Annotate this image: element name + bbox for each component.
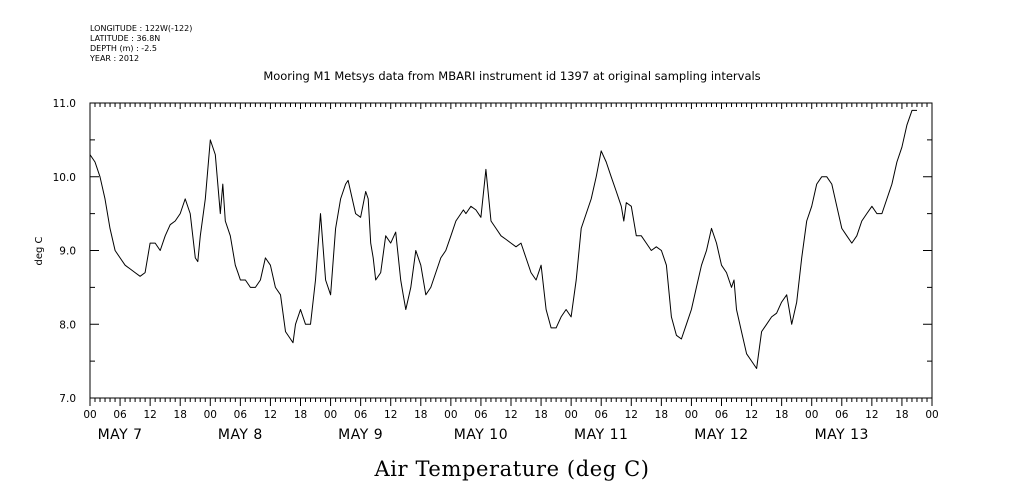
x-tick-label: 00 (805, 409, 818, 421)
x-tick-label: 18 (534, 409, 547, 421)
x-tick-label: 12 (745, 409, 758, 421)
x-axis-ticks (89, 103, 933, 406)
x-tick-label: 06 (595, 409, 609, 421)
air-temperature-series-line (89, 109, 917, 369)
x-tick-label: 00 (925, 409, 938, 421)
x-axis-tick-labels: 00 06 12 18 00 06 12 18 00 06 12 18 00 06 12 18 00 06 12 18… (83, 409, 938, 421)
date-label: MAY 7 (98, 427, 143, 443)
x-tick-label: 06 (234, 409, 248, 421)
x-tick-label: 18 (895, 409, 908, 421)
date-label: MAY 13 (815, 427, 869, 443)
x-tick-label: 18 (414, 409, 427, 421)
x-axis-date-labels: MAY 7 MAY 8 MAY 9 MAY 10 MAY 11 MAY 12 MAY 13 (98, 427, 869, 443)
x-tick-label: 00 (83, 409, 96, 421)
x-tick-label: 12 (143, 409, 156, 421)
y-axis-label: deg C (34, 236, 45, 265)
depth-label: DEPTH (m) : -2.5 (90, 44, 157, 53)
plot-frame (89, 102, 933, 399)
date-label: MAY 8 (218, 427, 263, 443)
x-tick-label: 06 (474, 409, 488, 421)
date-label: MAY 9 (338, 427, 383, 443)
y-tick-label: 10.0 (53, 172, 76, 184)
x-tick-label: 12 (625, 409, 638, 421)
x-tick-label: 00 (444, 409, 457, 421)
date-label: MAY 10 (454, 427, 508, 443)
x-tick-label: 12 (384, 409, 397, 421)
x-tick-label: 06 (835, 409, 849, 421)
x-tick-label: 18 (775, 409, 788, 421)
x-tick-label: 00 (204, 409, 217, 421)
x-tick-label: 18 (294, 409, 307, 421)
x-tick-label: 00 (564, 409, 577, 421)
y-tick-label: 7.0 (59, 393, 76, 405)
y-tick-label: 11.0 (53, 98, 76, 110)
y-axis-ticks (90, 102, 932, 399)
y-axis-tick-labels: 7.0 8.0 9.0 10.0 11.0 (53, 98, 76, 405)
x-tick-label: 18 (655, 409, 668, 421)
chart-title: Mooring M1 Metsys data from MBARI instru… (263, 69, 760, 83)
x-tick-label: 00 (685, 409, 698, 421)
date-label: MAY 12 (694, 427, 748, 443)
longitude-label: LONGITUDE : 122W(-122) (90, 24, 192, 33)
x-tick-label: 12 (504, 409, 517, 421)
x-tick-label: 12 (865, 409, 878, 421)
x-tick-label: 12 (264, 409, 277, 421)
y-tick-label: 8.0 (59, 319, 76, 331)
x-tick-label: 00 (324, 409, 337, 421)
x-tick-label: 18 (174, 409, 187, 421)
date-label: MAY 11 (574, 427, 628, 443)
x-tick-label: 06 (354, 409, 368, 421)
x-axis-title: Air Temperature (deg C) (373, 457, 649, 481)
y-tick-label: 9.0 (59, 246, 76, 258)
year-label: YEAR : 2012 (89, 54, 139, 63)
latitude-label: LATITUDE : 36.8N (90, 34, 160, 43)
x-tick-label: 06 (113, 409, 127, 421)
x-tick-label: 06 (715, 409, 729, 421)
